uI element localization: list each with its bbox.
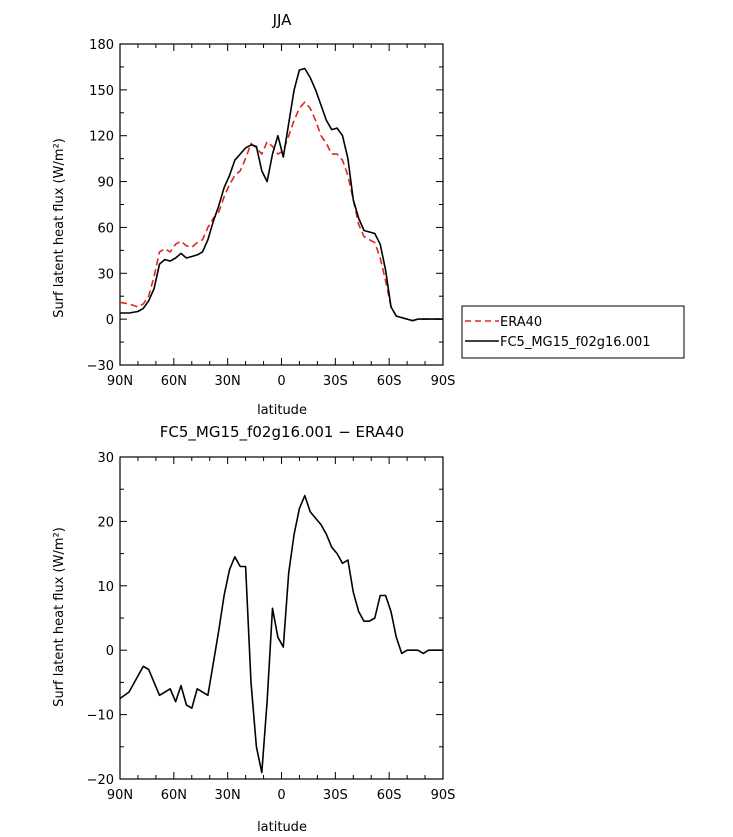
plot-frame bbox=[119, 456, 444, 780]
top-panel: JJA latitude Surf latent heat flux (W/m²… bbox=[52, 11, 455, 418]
y-tick-label: 180 bbox=[89, 38, 114, 53]
x-tick-label: 30S bbox=[323, 788, 348, 803]
x-tick-label: 60S bbox=[377, 788, 402, 803]
bottom-chart-title: FC5_MG15_f02g16.001 − ERA40 bbox=[160, 423, 404, 442]
y-tick-label: 120 bbox=[89, 130, 114, 145]
y-tick-label: −30 bbox=[87, 359, 114, 374]
y-tick-label: 20 bbox=[97, 515, 114, 530]
y-tick-label: 150 bbox=[89, 84, 114, 99]
x-tick-label: 30N bbox=[215, 374, 241, 389]
y-tick-label: 60 bbox=[97, 221, 114, 236]
x-tick-label: 0 bbox=[277, 374, 285, 389]
y-tick-label: 90 bbox=[97, 176, 114, 191]
top-y-axis-label: Surf latent heat flux (W/m²) bbox=[52, 138, 67, 318]
series-line-fc5-mg15-f02g16-001 bbox=[120, 67, 443, 322]
y-tick-label: 30 bbox=[97, 267, 114, 282]
legend: ERA40 FC5_MG15_f02g16.001 bbox=[461, 305, 685, 359]
legend-box bbox=[461, 305, 685, 359]
top-x-axis-label: latitude bbox=[257, 403, 307, 418]
x-tick-label: 90S bbox=[431, 374, 456, 389]
series-line-era40 bbox=[119, 101, 443, 322]
x-tick-label: 0 bbox=[277, 788, 285, 803]
y-tick-label: 0 bbox=[106, 644, 114, 659]
bottom-panel: FC5_MG15_f02g16.001 − ERA40 latitude Sur… bbox=[52, 423, 455, 835]
plot-frame bbox=[119, 43, 444, 366]
top-chart-title: JJA bbox=[272, 11, 293, 29]
x-tick-label: 30S bbox=[323, 374, 348, 389]
y-tick-label: 30 bbox=[97, 451, 114, 466]
bottom-y-axis-label: Surf latent heat flux (W/m²) bbox=[52, 527, 67, 707]
x-tick-label: 90N bbox=[107, 374, 133, 389]
x-tick-label: 60N bbox=[161, 374, 187, 389]
x-tick-label: 60N bbox=[161, 788, 187, 803]
y-tick-label: −20 bbox=[87, 773, 114, 788]
x-tick-label: 90N bbox=[107, 788, 133, 803]
bottom-x-axis-label: latitude bbox=[257, 820, 307, 835]
legend-label-era40: ERA40 bbox=[500, 315, 542, 330]
legend-label-fc5: FC5_MG15_f02g16.001 bbox=[500, 335, 651, 350]
x-tick-label: 90S bbox=[431, 788, 456, 803]
y-tick-label: −10 bbox=[87, 709, 114, 724]
y-tick-label: 10 bbox=[97, 580, 114, 595]
series-line-difference bbox=[119, 494, 443, 774]
y-tick-label: 0 bbox=[106, 313, 114, 328]
x-tick-label: 60S bbox=[377, 374, 402, 389]
x-tick-label: 30N bbox=[215, 788, 241, 803]
